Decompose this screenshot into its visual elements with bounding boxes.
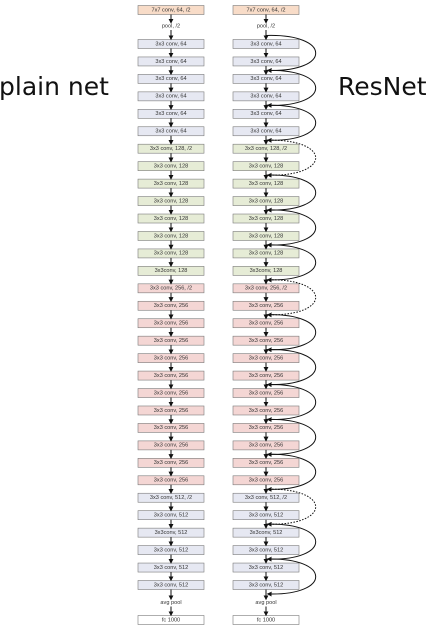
resnet-layer-label: 7x7 conv, 64, /2 <box>246 7 285 13</box>
plain-layer-label: 3x3 conv, 128 <box>154 233 188 239</box>
resnet-column: 7x7 conv, 64, /2 3x3 conv, 64 3x3 conv, 64… <box>232 5 300 625</box>
resnet-layer-label: 3x3 conv, 256, /2 <box>245 286 287 292</box>
plain-layer-label: 3x3 conv, 64 <box>155 129 186 135</box>
resnet-layer-label: 3x3 conv, 128 <box>249 216 283 222</box>
resnet-layer-label: 3x3 conv, 128 <box>249 251 283 257</box>
plain-layer-label: 3x3 conv, 256, /2 <box>150 286 192 292</box>
plain-layer-label: 3x3 conv, 256 <box>154 373 188 379</box>
identity-shortcut <box>265 384 317 423</box>
plain-layer-label: 3x3 conv, 256 <box>154 321 188 327</box>
identity-shortcut <box>265 244 317 283</box>
plain-layer-label: 3x3 conv, 512 <box>154 582 188 588</box>
identity-shortcut <box>265 104 317 143</box>
resnet-layer-label: 3x3 conv, 64 <box>250 94 281 100</box>
plain-layer-label: 7x7 conv, 64, /2 <box>151 7 190 13</box>
plain-layer-label: 3x3 conv, 512 <box>154 565 188 571</box>
plain-layer-label: 3x3 conv, 128, /2 <box>150 146 192 152</box>
resnet-layer-label: 3x3 conv, 256 <box>249 338 283 344</box>
resnet-layer-label: 3x3 conv, 512, /2 <box>245 495 287 501</box>
resnet-layer-label: 3x3 conv, 512 <box>249 512 283 518</box>
resnet-layer-label: 3x3 conv, 64 <box>250 59 281 65</box>
resnet-layer-label: 3x3 conv, 128 <box>249 163 283 169</box>
resnet-layer-label: 3x3 conv, 256 <box>249 390 283 396</box>
plain-pool-label: pool, /2 <box>162 24 180 30</box>
plain-layer-label: 3x3 conv, 128 <box>154 181 188 187</box>
plain-layer-label: 3x3 conv, 64 <box>155 94 186 100</box>
identity-shortcut <box>265 34 317 74</box>
plain-layer-label: 3x3 conv, 256 <box>154 460 188 466</box>
plain-net-label: plain net <box>0 72 109 101</box>
resnet-layer-label: 3x3 conv, 512 <box>249 582 283 588</box>
plain-layer-label: 3x3 conv, 256 <box>154 390 188 396</box>
resnet-layer-label: 3x3 conv, 128 <box>249 198 283 204</box>
resnet-layer-label: 3x3conv, 512 <box>250 530 283 536</box>
identity-shortcut <box>265 69 317 108</box>
plain-layer-label: 3x3 conv, 256 <box>154 355 188 361</box>
plain-layer-label: 3x3 conv, 128 <box>154 163 188 169</box>
identity-shortcut <box>265 453 317 492</box>
plain-layer-label: 3x3 conv, 512 <box>154 512 188 518</box>
plain-net-column: 7x7 conv, 64, /2 3x3 conv, 64 3x3 conv, 64… <box>137 5 205 625</box>
plain-layer-label: 3x3 conv, 128 <box>154 216 188 222</box>
resnet-layer-label: 3x3 conv, 128, /2 <box>245 146 287 152</box>
identity-shortcut <box>265 314 317 353</box>
resnet-layer-label: 3x3 conv, 128 <box>249 181 283 187</box>
plain-layer-label: 3x3conv, 512 <box>155 530 188 536</box>
resnet-shortcuts <box>265 34 317 597</box>
resnet-layer-label: 3x3 conv, 512 <box>249 547 283 553</box>
plain-layer-label: 3x3 conv, 128 <box>154 198 188 204</box>
plain-layer-label: 3x3 conv, 256 <box>154 425 188 431</box>
resnet-layer-label: 3x3 conv, 512 <box>249 565 283 571</box>
plain-fc-label: fc 1000 <box>162 617 180 623</box>
plain-layer-label: 3x3 conv, 256 <box>154 478 188 484</box>
resnet-layer-label: 3x3 conv, 256 <box>249 425 283 431</box>
identity-shortcut <box>265 558 317 597</box>
plain-layer-label: 3x3 conv, 64 <box>155 76 186 82</box>
plain-layer-label: 3x3 conv, 256 <box>154 338 188 344</box>
plain-layer-label: 3x3 conv, 512, /2 <box>150 495 192 501</box>
plain-layer-label: 3x3 conv, 256 <box>154 443 188 449</box>
resnet-fc-label: fc 1000 <box>257 617 275 623</box>
projection-shortcut <box>265 488 317 527</box>
resnet-layer-label: 3x3 conv, 256 <box>249 303 283 309</box>
resnet-layer-label: 3x3 conv, 64 <box>250 41 281 47</box>
plain-layer-label: 3x3 conv, 256 <box>154 303 188 309</box>
plain-layer-label: 3x3 conv, 64 <box>155 41 186 47</box>
resnet-label: ResNet <box>338 72 427 101</box>
resnet-pool-label: pool, /2 <box>257 24 275 30</box>
resnet-layer-label: 3x3 conv, 64 <box>250 111 281 117</box>
identity-shortcut <box>265 418 317 457</box>
resnet-layer-label: 3x3 conv, 256 <box>249 321 283 327</box>
resnet-layer-label: 3x3conv, 128 <box>250 268 283 274</box>
identity-shortcut <box>265 174 317 213</box>
plain-avgpool-label: avg pool <box>160 600 181 606</box>
resnet-layer-label: 3x3 conv, 256 <box>249 443 283 449</box>
resnet-layer-label: 3x3 conv, 256 <box>249 460 283 466</box>
identity-shortcut <box>265 523 317 562</box>
projection-shortcut <box>265 139 317 178</box>
plain-layer-label: 3x3 conv, 256 <box>154 408 188 414</box>
plain-layer-label: 3x3 conv, 512 <box>154 547 188 553</box>
resnet-layer-label: 3x3 conv, 128 <box>249 233 283 239</box>
resnet-layer-label: 3x3 conv, 256 <box>249 355 283 361</box>
plain-layer-label: 3x3conv, 128 <box>155 268 188 274</box>
resnet-layer-label: 3x3 conv, 256 <box>249 373 283 379</box>
resnet-layer-label: 3x3 conv, 64 <box>250 129 281 135</box>
plain-layer-label: 3x3 conv, 64 <box>155 111 186 117</box>
plain-layer-label: 3x3 conv, 128 <box>154 251 188 257</box>
plain-layer-label: 3x3 conv, 64 <box>155 59 186 65</box>
projection-shortcut <box>265 279 317 318</box>
identity-shortcut <box>265 349 317 388</box>
identity-shortcut <box>265 209 317 248</box>
resnet-layer-label: 3x3 conv, 64 <box>250 76 281 82</box>
resnet-layer-label: 3x3 conv, 256 <box>249 408 283 414</box>
resnet-avgpool-label: avg pool <box>255 600 276 606</box>
resnet-layer-label: 3x3 conv, 256 <box>249 478 283 484</box>
